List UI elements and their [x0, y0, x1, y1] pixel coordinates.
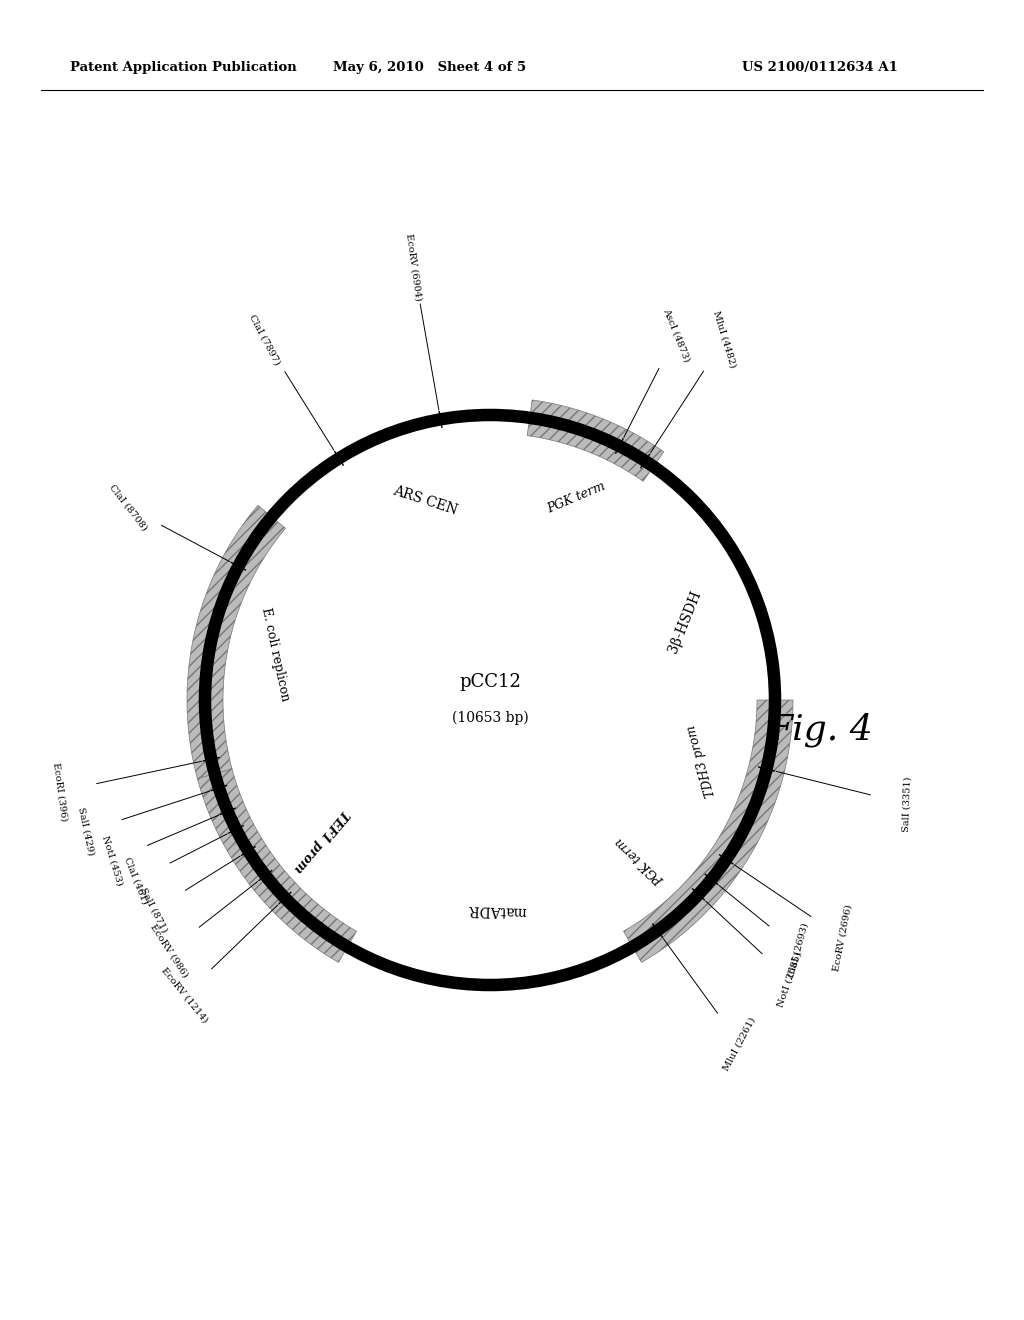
- Text: ClaI (8708): ClaI (8708): [108, 483, 148, 532]
- Text: SalI (429): SalI (429): [77, 807, 95, 857]
- Text: ClaI (461): ClaI (461): [123, 855, 150, 906]
- Text: matADR: matADR: [468, 902, 526, 917]
- Text: NotI (453): NotI (453): [100, 834, 125, 886]
- Polygon shape: [187, 506, 286, 779]
- Text: TEF1 prom: TEF1 prom: [292, 808, 351, 875]
- Text: SalI (3351): SalI (3351): [902, 776, 912, 832]
- Text: NotI (2685): NotI (2685): [776, 950, 804, 1008]
- Text: EcoRV (986): EcoRV (986): [148, 923, 189, 979]
- Text: EcoRI (396): EcoRI (396): [51, 762, 69, 821]
- Text: PGK term: PGK term: [613, 836, 668, 887]
- Text: EcoRV (1214): EcoRV (1214): [160, 966, 209, 1024]
- Text: Fig. 4: Fig. 4: [767, 713, 872, 747]
- Text: MluI (2261): MluI (2261): [722, 1015, 758, 1072]
- Text: pCC12: pCC12: [459, 673, 521, 690]
- Polygon shape: [624, 700, 793, 962]
- Text: EcoRV (6904): EcoRV (6904): [404, 232, 423, 301]
- Text: (10653 bp): (10653 bp): [452, 710, 528, 725]
- Text: US 2100/0112634 A1: US 2100/0112634 A1: [742, 62, 898, 74]
- Text: SalI (871): SalI (871): [138, 887, 169, 935]
- Text: PGK term: PGK term: [545, 479, 607, 516]
- Text: 3β-HSDH: 3β-HSDH: [666, 589, 703, 655]
- Text: May 6, 2010   Sheet 4 of 5: May 6, 2010 Sheet 4 of 5: [334, 62, 526, 74]
- Text: Patent Application Publication: Patent Application Publication: [70, 62, 297, 74]
- Text: TDH3 prom: TDH3 prom: [685, 723, 718, 799]
- Text: E. coli replicon: E. coli replicon: [258, 606, 291, 702]
- Polygon shape: [198, 770, 356, 962]
- Text: MluI (4482): MluI (4482): [712, 310, 737, 370]
- Text: EcoRV (2696): EcoRV (2696): [831, 903, 853, 972]
- Text: ClaI (7897): ClaI (7897): [248, 313, 282, 367]
- Text: AscI (4873): AscI (4873): [662, 306, 691, 363]
- Polygon shape: [527, 400, 664, 482]
- Text: ARS CEN: ARS CEN: [391, 483, 459, 517]
- Text: ClaI (2693): ClaI (2693): [787, 921, 810, 978]
